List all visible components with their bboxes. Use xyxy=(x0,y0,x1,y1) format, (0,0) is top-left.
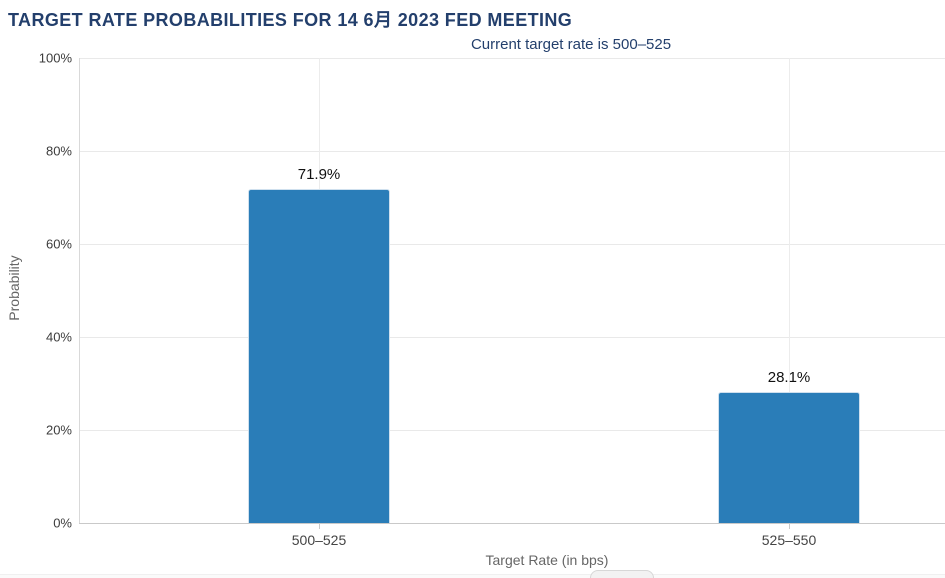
y-axis-title: Probability xyxy=(6,255,22,321)
bar-value-label: 71.9% xyxy=(297,165,341,183)
chart-subtitle: Current target rate is 500–525 xyxy=(470,36,672,53)
y-tick-label: 60% xyxy=(45,236,72,252)
gridline-20 xyxy=(79,430,945,431)
bar-value-label: 28.1% xyxy=(767,369,811,387)
bottom-handle[interactable] xyxy=(590,570,654,578)
category-gridline xyxy=(789,58,790,523)
x-axis-title: Target Rate (in bps) xyxy=(485,552,609,568)
x-axis-line xyxy=(79,523,945,524)
bar-500–525 xyxy=(248,188,390,523)
y-tick-label: 80% xyxy=(45,143,72,159)
x-tick-label: 525–550 xyxy=(761,532,817,548)
y-axis-line xyxy=(79,58,80,524)
y-tick-label: 20% xyxy=(45,422,72,438)
y-tick-label: 40% xyxy=(45,329,72,345)
y-tick-label: 100% xyxy=(38,50,72,66)
bottom-page-strip xyxy=(0,574,945,578)
gridline-40 xyxy=(79,337,945,338)
x-tick-mark xyxy=(319,524,320,529)
bar-525–550 xyxy=(718,392,860,523)
gridline-100 xyxy=(79,58,945,59)
y-tick-label: 0% xyxy=(53,515,72,531)
gridline-80 xyxy=(79,151,945,152)
x-tick-label: 500–525 xyxy=(291,532,347,548)
gridline-60 xyxy=(79,244,945,245)
x-tick-mark xyxy=(789,524,790,529)
chart-title: TARGET RATE PROBABILITIES FOR 14 6月 2023… xyxy=(8,10,573,30)
